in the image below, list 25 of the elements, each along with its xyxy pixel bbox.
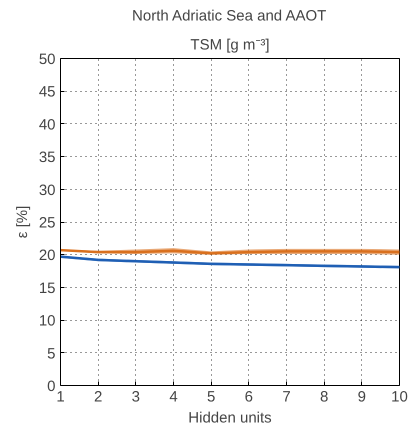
- y-tick-label: 5: [47, 345, 56, 362]
- y-tick-label: 30: [38, 182, 56, 199]
- chart-title: North Adriatic Sea and AAOT: [132, 8, 326, 24]
- x-tick-label: 6: [244, 388, 254, 406]
- y-tick-label: 50: [38, 51, 56, 68]
- y-tick-label: 45: [38, 84, 56, 101]
- y-tick-label: 10: [38, 312, 56, 330]
- chart-subtitle: TSM [g m⁻³]: [190, 36, 270, 54]
- y-tick-label: 0: [47, 378, 56, 395]
- x-tick-label: 1: [56, 388, 65, 406]
- y-tick-label: 40: [38, 116, 56, 134]
- y-tick-label: 20: [38, 247, 56, 264]
- x-tick-label: 2: [94, 388, 102, 406]
- y-axis-title: ε [%]: [14, 206, 31, 238]
- x-tick-label: 3: [132, 388, 140, 406]
- y-tick-label: 25: [38, 214, 56, 232]
- x-tick-label: 9: [358, 388, 366, 406]
- x-tick-label: 8: [320, 388, 328, 406]
- x-tick-label: 5: [206, 388, 216, 406]
- x-tick-label: 10: [391, 388, 408, 406]
- x-axis-title: Hidden units: [188, 410, 272, 426]
- y-tick-label: 15: [38, 280, 56, 297]
- x-tick-label: 4: [169, 388, 178, 406]
- x-tick-label: 7: [282, 388, 291, 406]
- y-tick-label: 35: [38, 149, 56, 166]
